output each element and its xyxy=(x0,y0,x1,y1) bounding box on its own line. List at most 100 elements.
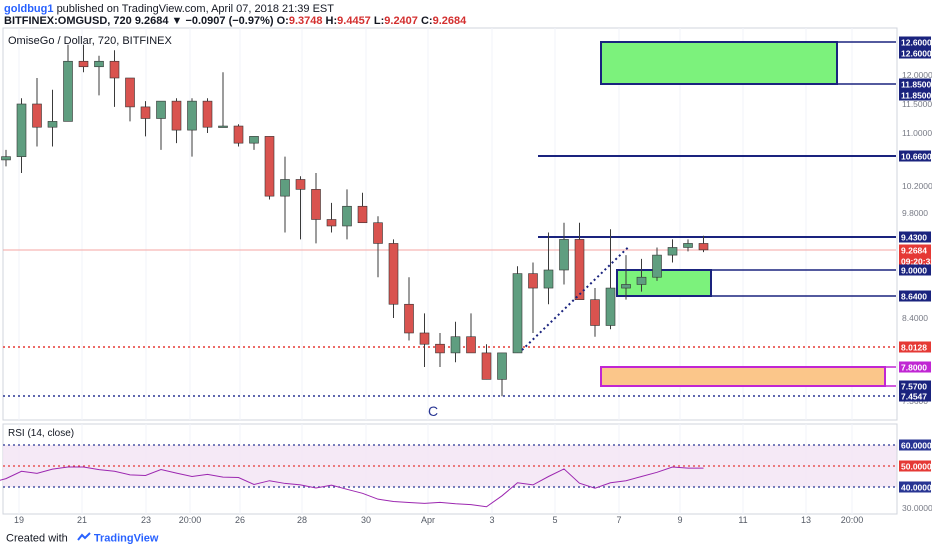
high-label: H: xyxy=(325,15,338,27)
candle-body xyxy=(47,121,58,128)
price-label-box xyxy=(899,390,931,402)
candle-body xyxy=(233,125,244,144)
time-tick-9: 3 xyxy=(489,515,494,525)
candle-body xyxy=(512,273,523,354)
candle-32 xyxy=(481,344,492,380)
candle-25 xyxy=(373,216,383,278)
price-tick-3: 11.0000 xyxy=(902,128,932,138)
candle-body xyxy=(342,205,352,227)
candle-18 xyxy=(264,136,275,200)
price-label-2: 12.6000 xyxy=(899,47,932,59)
tradingview-logo-icon[interactable] xyxy=(77,532,91,545)
price-tick-1: 12.0000 xyxy=(902,70,932,80)
candles xyxy=(1,44,709,397)
main-pane xyxy=(2,27,898,421)
time-tick-3: 23 xyxy=(141,515,151,525)
rsi-label-box xyxy=(899,460,931,472)
candle-34 xyxy=(512,266,523,354)
zones xyxy=(600,41,896,387)
candle-body xyxy=(295,179,306,190)
candle-9 xyxy=(125,77,135,122)
candle-body xyxy=(497,352,507,380)
candle-6 xyxy=(78,44,89,73)
price-label-box xyxy=(899,264,931,276)
zone-1 xyxy=(600,41,838,85)
price-label-text: 9.2684 xyxy=(901,246,927,256)
candle-43 xyxy=(652,247,662,281)
candle-body xyxy=(667,247,678,256)
zone-2 xyxy=(616,269,712,297)
candle-42 xyxy=(636,258,647,292)
price-label-text: 9.0000 xyxy=(901,266,927,276)
price-label-text: 11.8500 xyxy=(901,80,932,90)
tradingview-brand[interactable]: TradingView xyxy=(93,532,159,545)
annotation-c: C xyxy=(428,403,438,419)
main-title: OmiseGo / Dollar, 720, BITFINEX xyxy=(8,35,172,47)
candle-body xyxy=(264,136,275,197)
low-value: 9.2407 xyxy=(384,15,418,27)
price-label-text: 12.6000 xyxy=(901,38,932,48)
candle-body xyxy=(388,243,399,305)
price-label-box xyxy=(899,231,931,243)
price-label-12: 7.8000 xyxy=(899,361,931,373)
close-label: C: xyxy=(420,15,433,27)
price-label-box xyxy=(899,150,931,162)
rsi-label-text: 40.0000 xyxy=(901,483,932,493)
symbol-line: BITFINEX:OMGUSD, 720 9.2684 ▼ −0.0907 (−… xyxy=(4,15,466,27)
rsi-line xyxy=(0,466,704,508)
time-tick-14: 13 xyxy=(801,515,811,525)
candle-3 xyxy=(32,78,42,147)
candle-26 xyxy=(388,239,399,318)
time-tick-8: Apr xyxy=(421,515,435,525)
candle-body xyxy=(698,243,709,251)
candle-body xyxy=(373,222,383,244)
footer: Created with TradingView xyxy=(6,532,158,545)
price-tick-6: 8.4000 xyxy=(902,313,928,323)
price-label-10: 8.6400 xyxy=(899,290,931,302)
candle-36 xyxy=(543,232,554,305)
candle-10 xyxy=(140,101,151,137)
candle-body xyxy=(590,299,600,326)
price-axis[interactable]: 12.0000 11.5000 11.0000 10.2000 9.8000 8.4000… xyxy=(896,28,932,420)
candle-14 xyxy=(202,98,213,133)
time-tick-7: 30 xyxy=(361,515,371,525)
price-label-8: 09:20:32 xyxy=(899,255,932,267)
candle-body xyxy=(466,336,476,354)
time-tick-10: 5 xyxy=(552,515,557,525)
price-label-9: 9.0000 xyxy=(899,264,931,276)
price-label-13: 7.5700 xyxy=(899,380,931,392)
candle-body xyxy=(16,103,27,157)
author-name[interactable]: goldbug1 xyxy=(4,3,54,15)
candle-body xyxy=(559,239,569,271)
price-label-box xyxy=(899,78,931,90)
time-tick-2: 21 xyxy=(77,515,87,525)
time-tick-15: 20:00 xyxy=(841,515,864,525)
candle-body xyxy=(249,136,259,144)
price-tick-2: 11.5000 xyxy=(902,99,932,109)
candle-7 xyxy=(94,55,104,96)
candle-body xyxy=(528,273,538,289)
candle-23 xyxy=(342,189,352,240)
candle-body xyxy=(109,60,120,79)
zone-3 xyxy=(600,366,886,387)
price-label-box xyxy=(899,244,931,256)
price-change: 9.2684 ▼ −0.0907 (−0.97%) xyxy=(134,15,274,27)
candle-body xyxy=(156,100,166,119)
price-label-text: 8.6400 xyxy=(901,292,927,302)
candle-body xyxy=(311,189,321,220)
created-with-label: Created with xyxy=(6,532,68,545)
price-tick-5: 9.8000 xyxy=(902,208,928,218)
price-label-14: 7.4547 xyxy=(899,390,931,402)
time-axis[interactable]: 19 21 23 20:00 26 28 30 Apr 3 5 7 9 11 13 20:00 xyxy=(14,515,863,525)
annotations: C xyxy=(428,403,438,419)
price-label-text: 9.4300 xyxy=(901,233,927,243)
price-label-box xyxy=(899,255,931,267)
candle-35 xyxy=(528,262,538,333)
price-label-1: 12.6000 xyxy=(899,36,932,48)
rsi-label-box xyxy=(899,481,931,493)
candle-39 xyxy=(590,288,600,337)
candle-21 xyxy=(311,172,321,244)
candle-16 xyxy=(233,124,244,147)
rsi-label-50: 50.0000 xyxy=(899,460,932,472)
